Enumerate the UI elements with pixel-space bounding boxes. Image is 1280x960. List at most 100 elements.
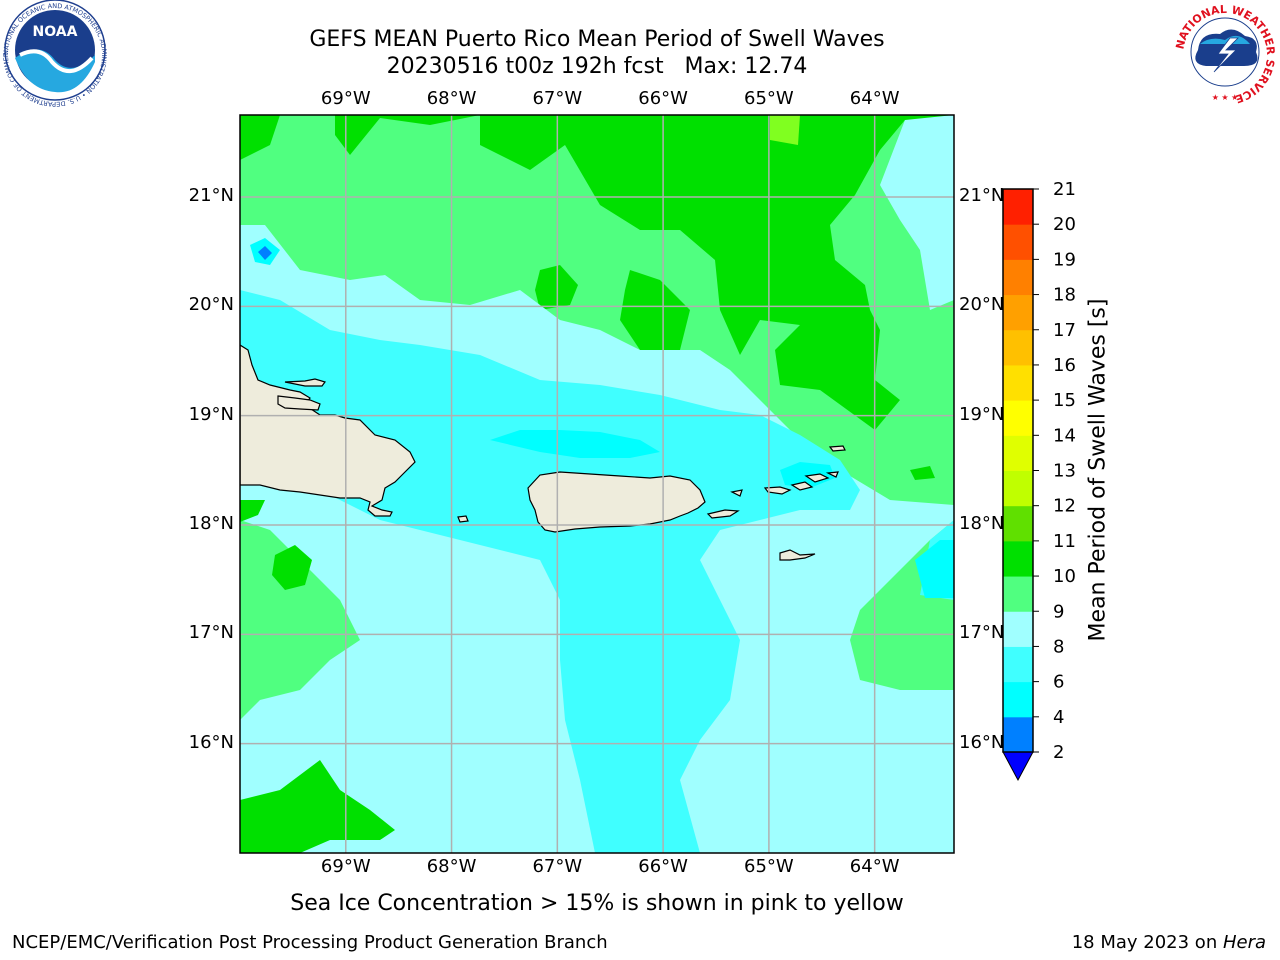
- land-anegada: [828, 445, 846, 452]
- footer-branch: NCEP/EMC/Verification Post Processing Pr…: [12, 932, 608, 953]
- colorbar-segment-12: [1003, 294, 1033, 331]
- land-culebra: [730, 489, 743, 497]
- land-mona: [457, 515, 469, 523]
- lon-label-top-5: 64°W: [849, 88, 900, 109]
- field-green-nw: [240, 115, 280, 160]
- colorbar-segment-8: [1003, 435, 1033, 471]
- colorbar-tick-label-1: 4: [1053, 707, 1064, 728]
- field-green-north: [480, 115, 954, 430]
- colorbar-segment-1: [1003, 681, 1033, 718]
- map-frame: [239, 114, 955, 854]
- field-green-s1: [272, 545, 312, 590]
- colorbar-tick-label-4: 9: [1053, 601, 1064, 622]
- lat-label-left-3: 18°N: [188, 513, 234, 534]
- footer-host: Hera: [1222, 932, 1266, 953]
- colorbar-segment-13: [1003, 259, 1033, 296]
- field-green-blob1: [535, 265, 578, 310]
- land-tortuga: [284, 378, 326, 387]
- land-st-john: [790, 481, 814, 491]
- svg-text:★ ★ ★: ★ ★ ★: [1212, 93, 1239, 102]
- lat-label-left-0: 21°N: [188, 185, 234, 206]
- field-yg: [770, 115, 800, 145]
- land-virgin-gorda: [825, 471, 839, 478]
- field-green-s3: [240, 500, 265, 522]
- colorbar-segment-7: [1003, 470, 1033, 507]
- lon-label-top-4: 65°W: [744, 88, 794, 109]
- land-st-thomas: [763, 486, 792, 495]
- field-cyan-2: [780, 462, 835, 488]
- lat-label-right-5: 16°N: [959, 731, 1005, 753]
- colorbar-segment-9: [1003, 400, 1033, 436]
- field-pale-cyan-ne: [880, 115, 954, 310]
- lat-label-left-2: 19°N: [188, 403, 234, 425]
- colorbar-extend-min: [1002, 751, 1034, 782]
- colorbar-tick-label-7: 12: [1053, 496, 1076, 517]
- lon-label-bottom-0: 69°W: [320, 856, 371, 877]
- land-haiti-north: [277, 395, 321, 411]
- colorbar-tick-label-16: 21: [1053, 179, 1076, 200]
- lon-label-bottom-5: 64°W: [849, 856, 900, 877]
- colorbar-segment-5: [1003, 540, 1033, 577]
- colorbar-tick-label-5: 10: [1053, 566, 1076, 587]
- field-cyan-1: [490, 430, 660, 458]
- land-tortola: [804, 473, 830, 483]
- colorbar-segment-10: [1003, 364, 1033, 401]
- colorbar-tick-label-13: 18: [1053, 285, 1076, 306]
- colorbar-segment-6: [1003, 505, 1033, 542]
- field-cyan-3: [915, 540, 954, 598]
- colorbar-tick-label-12: 17: [1053, 320, 1076, 341]
- colorbar-tick-label-3: 8: [1053, 636, 1064, 657]
- colorbar-tick-label-9: 14: [1053, 425, 1076, 446]
- caption: Sea Ice Concentration > 15% is shown in …: [290, 891, 904, 916]
- lat-label-right-0: 21°N: [959, 185, 1005, 206]
- colorbar-tick-label-15: 20: [1053, 214, 1076, 235]
- lat-label-right-2: 19°N: [959, 403, 1005, 425]
- lat-label-right-4: 17°N: [959, 622, 1005, 644]
- colorbar-tick-label-8: 13: [1053, 461, 1076, 482]
- lon-label-bottom-2: 67°W: [532, 856, 583, 877]
- colorbar-segment-3: [1003, 611, 1033, 647]
- chart-subtitle: 20230516 t00z 192h fcst Max: 12.74: [386, 54, 808, 79]
- land-puerto-rico: [527, 471, 706, 533]
- noaa-logo: NATIONAL OCEANIC AND ATMOSPHERIC ADMINIS…: [0, 0, 108, 108]
- field-green-blob2: [620, 270, 690, 350]
- land-st-croix: [779, 549, 816, 561]
- land-hispaniola: [240, 344, 416, 517]
- map-gridlines: [240, 115, 954, 853]
- land-vieques: [706, 509, 740, 519]
- lon-label-top-0: 69°W: [320, 88, 371, 109]
- footer-date: 18 May 2023 on Hera: [1072, 933, 1266, 953]
- colorbar-segment-11: [1003, 329, 1033, 366]
- lat-label-right-3: 18°N: [959, 513, 1005, 534]
- lon-label-top-1: 68°W: [426, 88, 477, 109]
- colorbar-tick-label-6: 11: [1053, 531, 1076, 552]
- chart-title: GEFS MEAN Puerto Rico Mean Period of Swe…: [309, 27, 885, 52]
- field-green-s4: [910, 466, 935, 480]
- lat-label-right-1: 20°N: [959, 294, 1005, 316]
- lon-label-top-2: 67°W: [532, 88, 583, 109]
- lon-label-top-3: 66°W: [638, 88, 688, 109]
- field-light-cyan: [240, 290, 860, 853]
- noaa-logo-text: NOAA: [33, 24, 78, 40]
- colorbar-segment-0: [1003, 716, 1033, 753]
- colorbar: 2 4 6 8 9 10 11 12 13 14 15 16 17 18 19 20 21: [1002, 179, 1076, 782]
- lat-label-left-1: 20°N: [188, 294, 234, 316]
- colorbar-tick-label-10: 15: [1053, 390, 1076, 411]
- colorbar-tick-label-14: 19: [1053, 249, 1076, 270]
- footer-date-text: 18 May 2023 on: [1071, 932, 1223, 953]
- colorbar-segment-15: [1003, 189, 1033, 225]
- lon-label-bottom-3: 66°W: [638, 856, 688, 877]
- colorbar-segment-2: [1003, 646, 1033, 683]
- colorbar-tick-label-2: 6: [1053, 672, 1064, 693]
- lon-label-bottom-1: 68°W: [426, 856, 477, 877]
- field-green-s2: [240, 760, 395, 853]
- lat-label-left-5: 16°N: [188, 731, 234, 753]
- colorbar-tick-label-11: 16: [1053, 355, 1076, 376]
- colorbar-tick-label-0: 2: [1053, 742, 1064, 763]
- lon-label-bottom-4: 65°W: [744, 856, 794, 877]
- nws-logo: NATIONAL WEATHER SERVICE ★ ★ ★: [1173, 2, 1277, 106]
- field-blue-spot: [258, 246, 272, 260]
- lat-label-left-4: 17°N: [188, 622, 234, 644]
